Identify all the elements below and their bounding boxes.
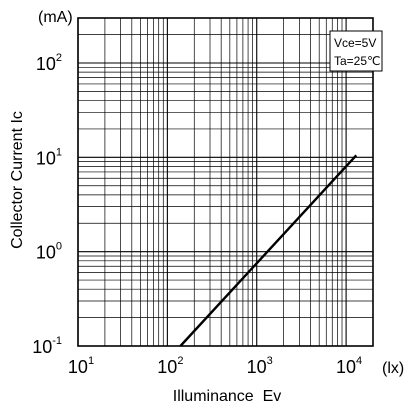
plot-frame (77, 17, 374, 347)
x-tick-label: 102 (157, 355, 183, 377)
y-tick-label: 102 (36, 52, 62, 74)
conditions-box: Vce=5V Ta=25℃ (329, 30, 383, 72)
y-tick-label: 10-1 (32, 335, 62, 357)
x-tick-label: 103 (247, 355, 273, 377)
x-tick-label: 104 (336, 355, 362, 377)
x-axis-label: Illuminance Ev (173, 388, 282, 405)
x-unit-label: (lx) (382, 360, 404, 377)
y-tick-label: 100 (36, 241, 62, 263)
x-tick-label: 101 (68, 355, 94, 377)
series-line (179, 154, 358, 347)
x-tick-labels: 101 102 103 104 (68, 355, 362, 377)
annotation-ta: Ta=25℃ (334, 54, 381, 68)
y-axis-label: Collector Current Ic (9, 111, 26, 249)
annotation-vce: Vce=5V (334, 36, 376, 50)
y-tick-label: 101 (36, 146, 62, 168)
conditions-box-frame (329, 30, 383, 72)
y-tick-labels: 10-1 100 101 102 (32, 52, 62, 357)
y-unit-label: (mA) (38, 9, 73, 26)
series-group (179, 154, 358, 347)
